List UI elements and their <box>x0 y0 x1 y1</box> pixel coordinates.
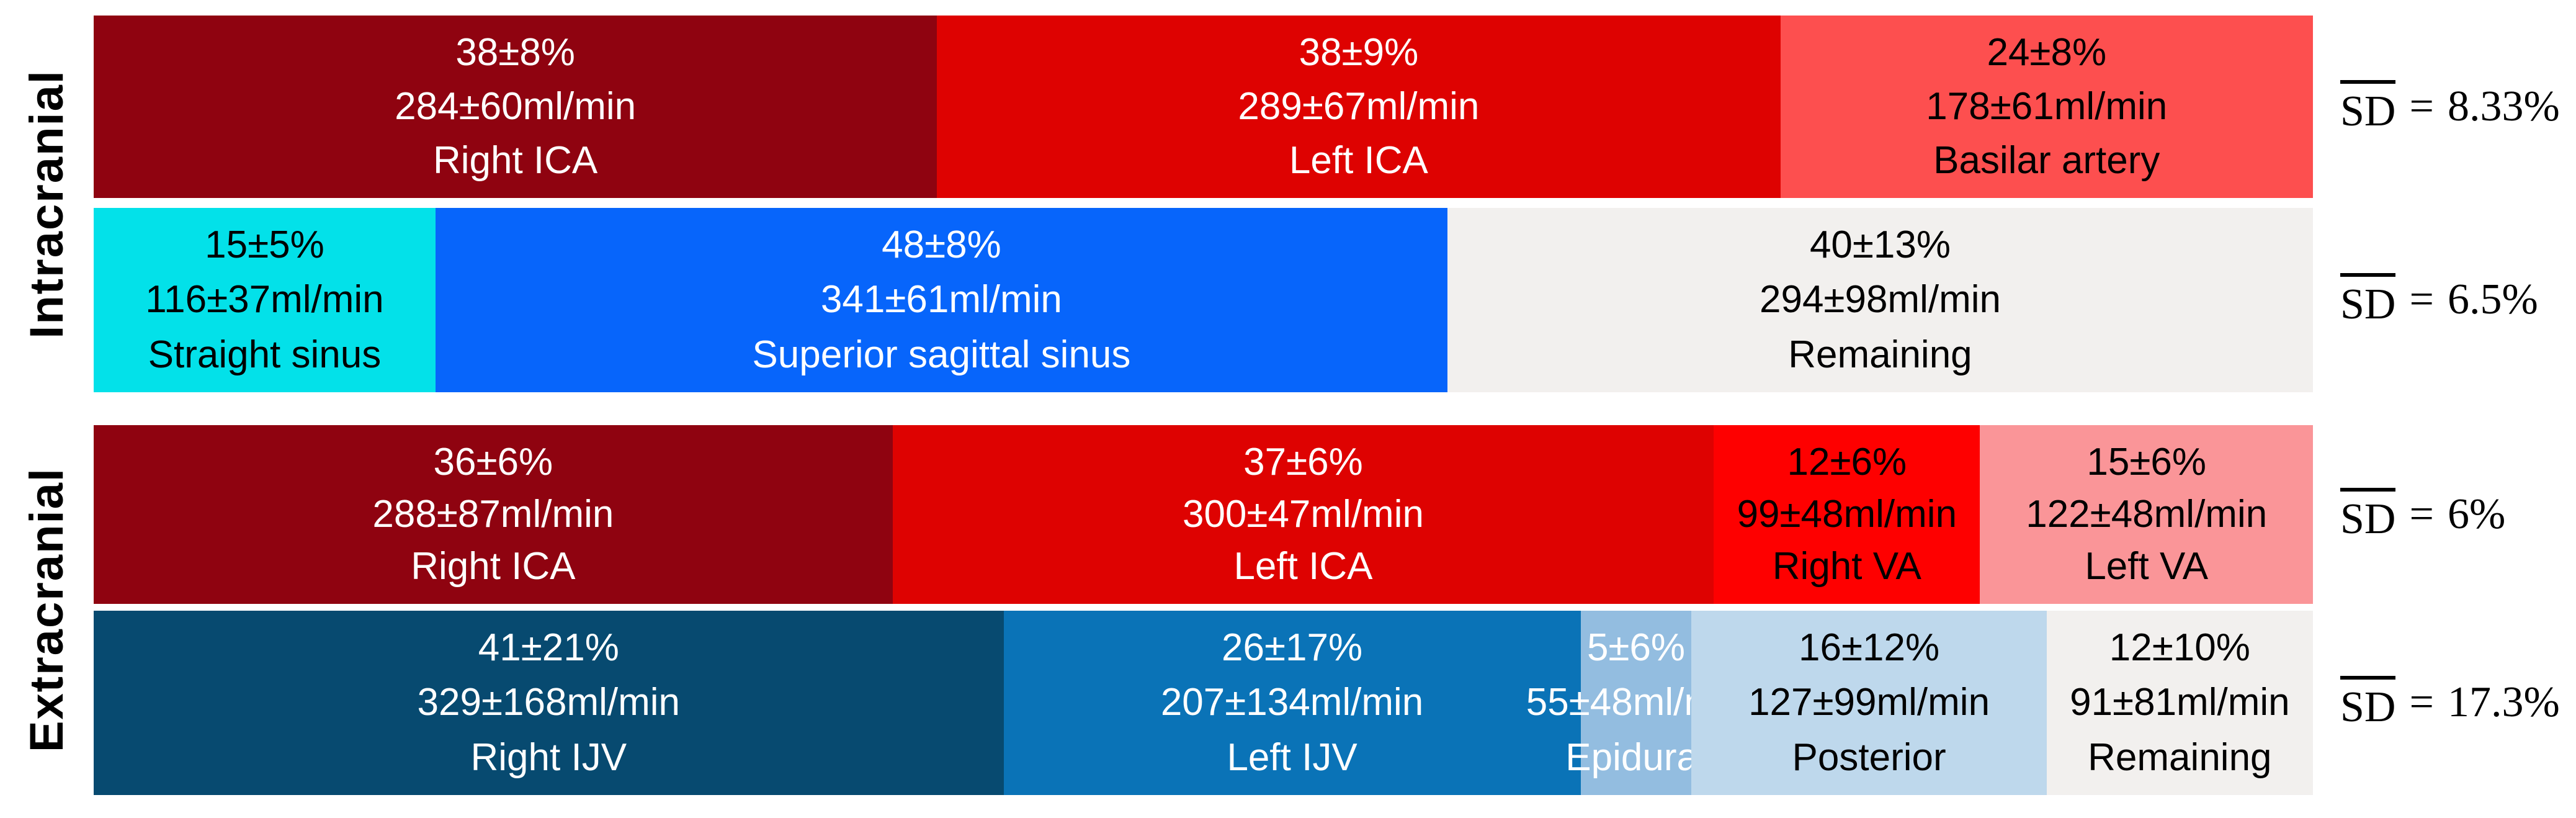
segment-flow: 284±60ml/min <box>395 84 637 128</box>
segment-right-ica-intracranial: 38±8% 284±60ml/min Right ICA <box>94 16 937 198</box>
segment-flow: 127±99ml/min <box>1748 681 1990 724</box>
segment-posterior: 16±12% 127±99ml/min Posterior <box>1691 611 2047 795</box>
sd-value: 6.5% <box>2447 276 2538 323</box>
segment-percent: 5±6% <box>1586 626 1686 669</box>
segment-right-va: 12±6% 99±48ml/min Right VA <box>1714 425 1980 604</box>
sd-symbol-overlined: SD <box>2340 273 2396 326</box>
segment-percent: 36±6% <box>433 441 553 483</box>
segment-flow: 99±48ml/min <box>1737 492 1957 536</box>
segment-flow: 116±37ml/min <box>145 278 384 321</box>
sd-equals: = <box>2409 678 2434 726</box>
extracranial-label-text: Extracranial <box>20 467 73 753</box>
bar-row-intracranial-arterial: 38±8% 284±60ml/min Right ICA 38±9% 289±6… <box>94 16 2314 198</box>
sd-annotation-intracranial-arterial: SD = 8.33% <box>2340 57 2560 156</box>
sd-value: 6% <box>2447 490 2506 538</box>
segment-vessel: Epidural <box>1565 735 1707 779</box>
segment-percent: 26±17% <box>1222 626 1363 669</box>
sd-symbol-overlined: SD <box>2340 80 2396 133</box>
segment-superior-sagittal-sinus: 48±8% 341±61ml/min Superior sagittal sin… <box>435 208 1447 392</box>
segment-flow: 288±87ml/min <box>372 492 614 536</box>
segment-percent: 15±6% <box>2086 441 2207 483</box>
sd-symbol-overlined: SD <box>2340 488 2396 541</box>
segment-left-va: 15±6% 122±48ml/min Left VA <box>1980 425 2313 604</box>
segment-left-ijv: 26±17% 207±134ml/min Left IJV <box>1003 611 1581 795</box>
sd-value: 17.3% <box>2447 678 2560 726</box>
segment-percent: 40±13% <box>1809 223 1951 266</box>
sd-equals: = <box>2409 490 2434 538</box>
segment-percent: 24±8% <box>1987 31 2107 74</box>
segment-vessel: Left IJV <box>1227 735 1357 779</box>
sd-symbol-overlined: SD <box>2340 676 2396 729</box>
segment-flow: 91±81ml/min <box>2070 681 2290 724</box>
segment-remaining-intracranial: 40±13% 294±98ml/min Remaining <box>1447 208 2313 392</box>
segment-vessel: Left ICA <box>1289 138 1428 182</box>
segment-right-ijv: 41±21% 329±168ml/min Right IJV <box>94 611 1004 795</box>
segment-percent: 38±9% <box>1299 31 1419 74</box>
segment-vessel: Right VA <box>1772 544 1921 588</box>
sd-equals: = <box>2409 83 2434 130</box>
segment-vessel: Straight sinus <box>148 333 382 376</box>
segment-epidural: 5±6% 55±48ml/min Epidural <box>1526 611 1746 795</box>
segment-vessel: Left ICA <box>1233 544 1373 588</box>
segment-vessel: Right ICA <box>411 544 576 588</box>
segment-percent: 41±21% <box>478 626 619 669</box>
segment-percent: 12±6% <box>1787 441 1907 483</box>
segment-flow: 300±47ml/min <box>1182 492 1424 536</box>
segment-flow: 341±61ml/min <box>820 278 1062 321</box>
bar-row-extracranial-venous: 41±21% 329±168ml/min Right IJV 26±17% 20… <box>94 611 2313 795</box>
segment-vessel: Remaining <box>1788 333 1972 376</box>
segment-percent: 38±8% <box>455 31 575 74</box>
segment-vessel: Basilar artery <box>1933 138 2160 182</box>
intracranial-label-text: Intracranial <box>20 69 73 339</box>
segment-percent: 37±6% <box>1243 441 1363 483</box>
segment-left-ica-intracranial: 38±9% 289±67ml/min Left ICA <box>937 16 1781 198</box>
segment-remaining-extracranial: 12±10% 91±81ml/min Remaining <box>2046 611 2313 795</box>
segment-straight-sinus: 15±5% 116±37ml/min Straight sinus <box>94 208 436 392</box>
segment-percent: 16±12% <box>1799 626 1940 669</box>
bar-row-extracranial-arterial: 36±6% 288±87ml/min Right ICA 37±6% 300±4… <box>94 425 2313 604</box>
segment-vessel: Posterior <box>1792 735 1946 779</box>
segment-right-ica-extracranial: 36±6% 288±87ml/min Right ICA <box>94 425 893 604</box>
sd-annotation-extracranial-venous: SD = 17.3% <box>2340 653 2560 752</box>
section-label-extracranial: Extracranial <box>0 425 93 795</box>
sd-equals: = <box>2409 276 2434 323</box>
segment-left-ica-extracranial: 37±6% 300±47ml/min Left ICA <box>892 425 1714 604</box>
segment-vessel: Right IJV <box>470 735 627 779</box>
segment-flow: 289±67ml/min <box>1238 84 1480 128</box>
sd-annotation-intracranial-venous: SD = 6.5% <box>2340 250 2538 349</box>
segment-vessel: Remaining <box>2088 735 2272 779</box>
segment-percent: 15±5% <box>205 223 324 266</box>
bar-row-intracranial-venous: 15±5% 116±37ml/min Straight sinus 48±8% … <box>94 208 2313 392</box>
segment-flow: 122±48ml/min <box>2026 492 2268 536</box>
segment-vessel: Superior sagittal sinus <box>752 333 1131 376</box>
sd-value: 8.33% <box>2447 83 2560 130</box>
segment-flow: 294±98ml/min <box>1759 278 2001 321</box>
segment-vessel: Left VA <box>2085 544 2209 588</box>
segment-flow: 207±134ml/min <box>1160 681 1424 724</box>
segment-flow: 329±168ml/min <box>417 681 681 724</box>
sd-annotation-extracranial-arterial: SD = 6% <box>2340 465 2505 564</box>
segment-vessel: Right ICA <box>432 138 598 182</box>
segment-percent: 48±8% <box>882 223 1001 266</box>
section-label-intracranial: Intracranial <box>0 16 93 392</box>
segment-percent: 12±10% <box>2109 626 2250 669</box>
segment-flow: 178±61ml/min <box>1926 84 2168 128</box>
segment-basilar-artery: 24±8% 178±61ml/min Basilar artery <box>1780 16 2314 198</box>
